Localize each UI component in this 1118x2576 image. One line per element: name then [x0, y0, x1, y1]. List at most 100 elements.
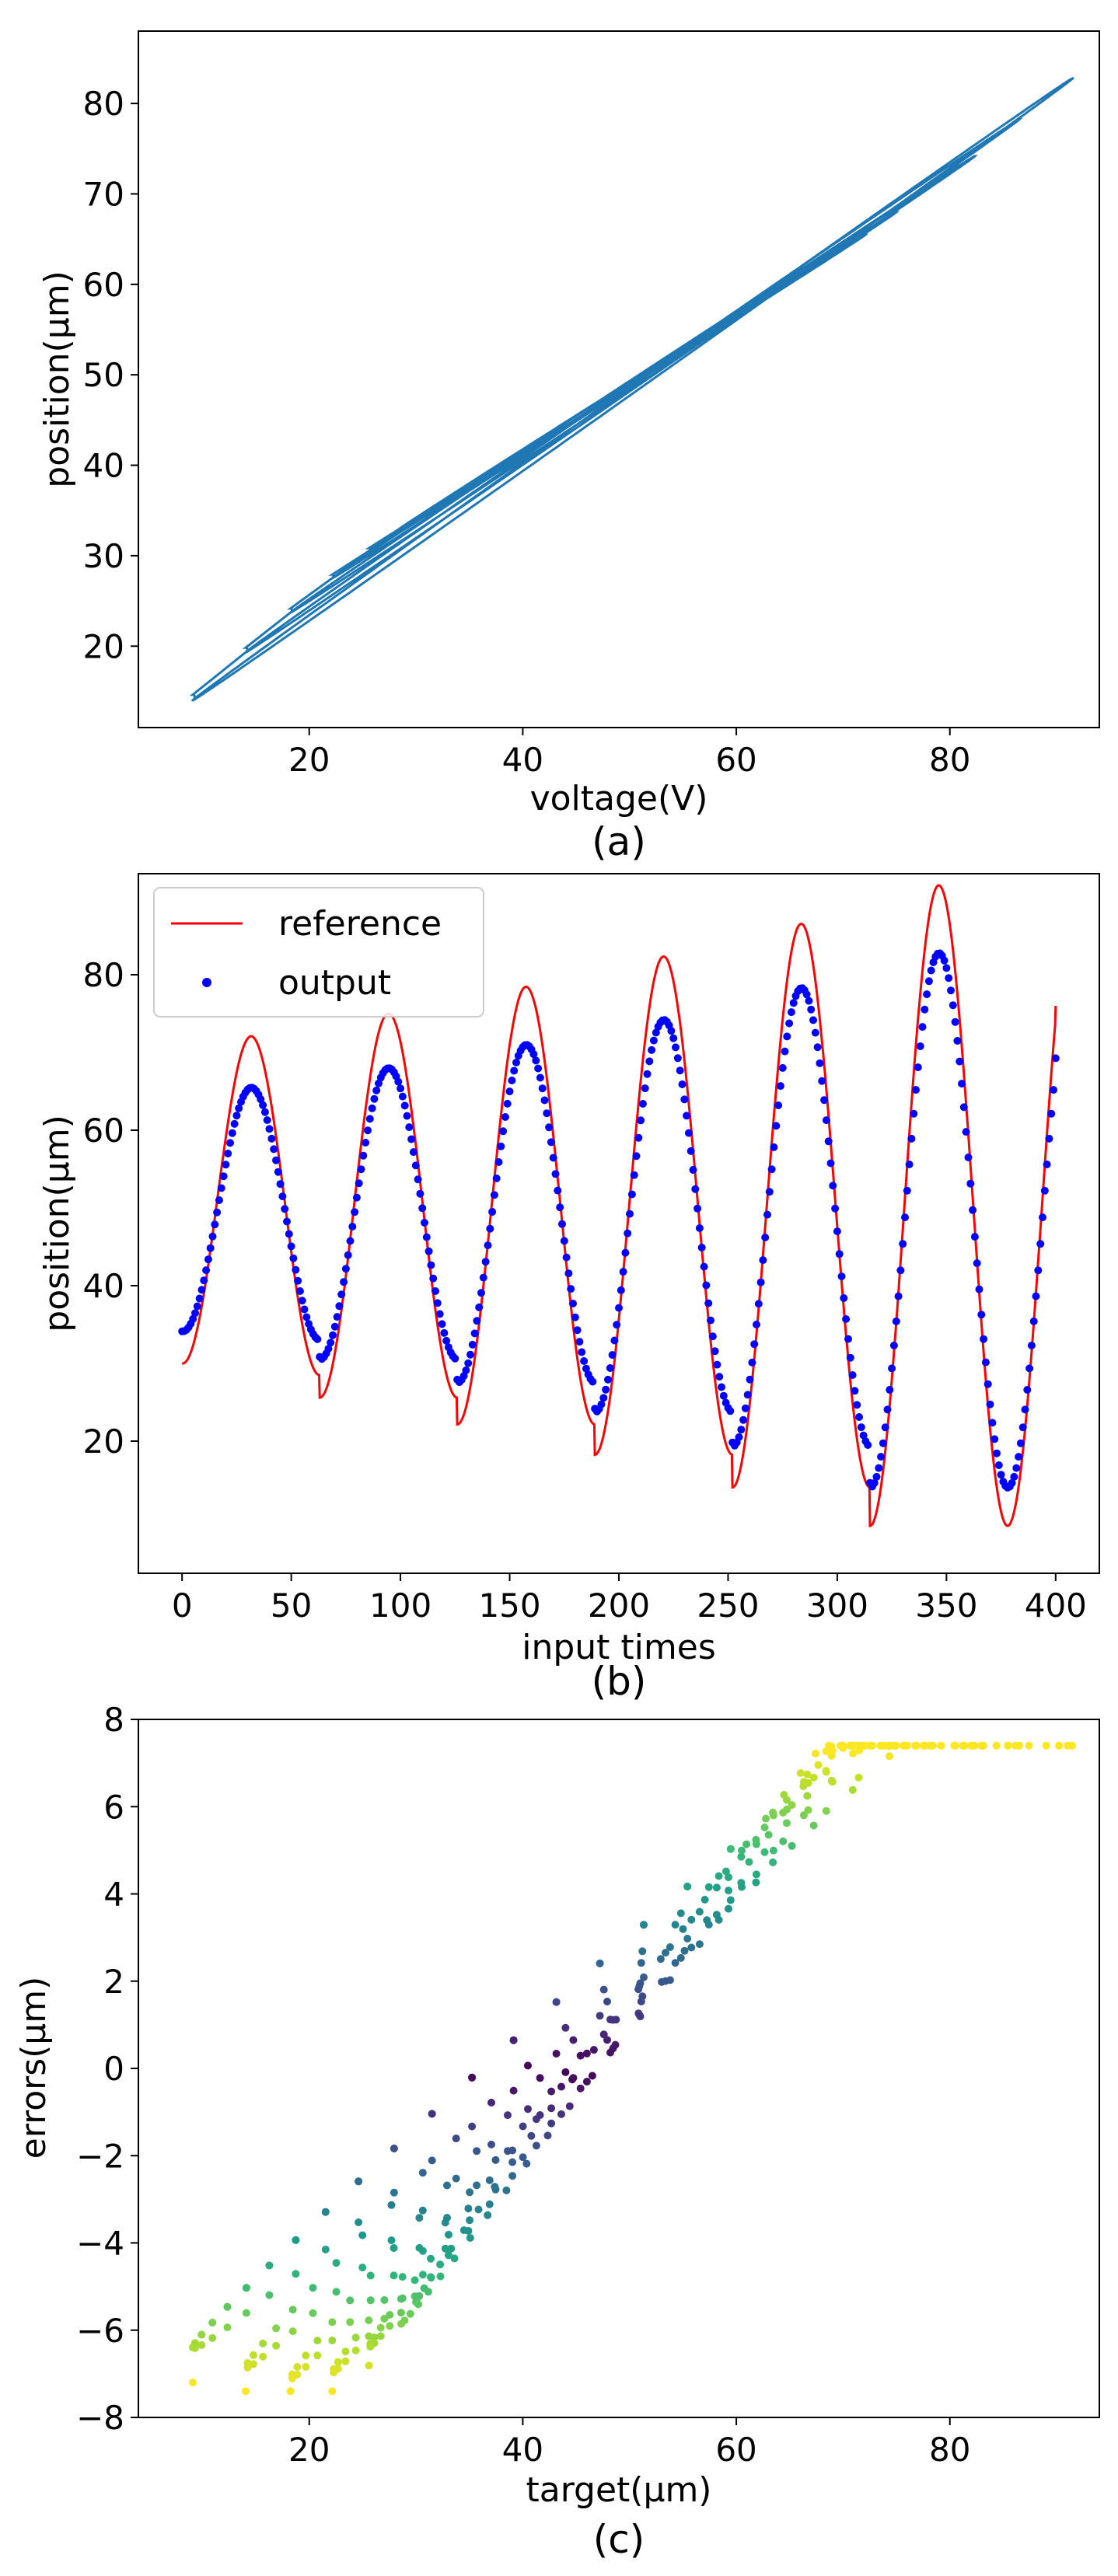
- panel-b-output-point: [501, 1113, 509, 1121]
- panel-b-output-point: [702, 1281, 711, 1290]
- panel-c-error-point: [638, 1992, 647, 2001]
- panel-b-output-point: [281, 1205, 289, 1213]
- panel-c-error-point: [380, 2296, 389, 2304]
- panel-c-error-point: [466, 2234, 474, 2242]
- panel-c-error-point: [886, 1741, 894, 1750]
- panel-c-error-point: [272, 2324, 281, 2333]
- panel-c-error-point: [903, 1741, 911, 1750]
- panel-b-output-point: [211, 1220, 219, 1229]
- panel-c-error-point: [561, 2023, 570, 2032]
- panel-c-error-point: [854, 1773, 863, 1782]
- panel-b-output-point: [442, 1336, 451, 1345]
- panel-c-error-point: [782, 1796, 791, 1804]
- panel-c-error-point: [242, 2284, 250, 2292]
- panel-a-ticks: 20 40 60 80 20 30 40 50 60 70 80: [83, 85, 971, 779]
- panel-c-error-point: [912, 1741, 921, 1750]
- panel-c-y-tick-label: 6: [103, 1788, 124, 1826]
- panel-b-output-point: [213, 1208, 222, 1216]
- panel-b-output-point: [667, 1027, 676, 1035]
- panel-b-output-point: [602, 1385, 610, 1394]
- panel-c-error-point: [265, 2291, 274, 2299]
- panel-c-error-point: [365, 2361, 373, 2370]
- panel-c-error-point: [293, 2363, 302, 2371]
- panel-c-error-point: [552, 1998, 561, 2006]
- panel-b-output-point: [532, 1056, 540, 1065]
- panel-b-legend: reference output: [153, 887, 484, 1017]
- panel-c-error-point: [502, 2186, 511, 2194]
- panel-c-error-point: [1025, 1741, 1033, 1750]
- panel-b-output-point: [558, 1220, 566, 1228]
- panel-b-output-point: [287, 1242, 295, 1251]
- panel-b-output-point: [230, 1119, 239, 1128]
- panel-a-y-tick-label: 30: [83, 537, 124, 575]
- panel-b-output-point: [468, 1340, 477, 1349]
- panel-c-error-point: [524, 2105, 532, 2114]
- panel-b-output-point: [883, 1405, 892, 1414]
- panel-c-error-point: [565, 2102, 574, 2110]
- panel-b-output-point: [776, 1082, 784, 1091]
- panel-b-output-point: [789, 999, 798, 1007]
- panel-c-error-point: [636, 1979, 645, 1988]
- panel-b-output-point: [772, 1122, 781, 1130]
- panel-b-output-point: [610, 1336, 619, 1345]
- panel-b-output-point: [765, 1188, 774, 1196]
- panel-b-output-point: [746, 1375, 754, 1384]
- panel-b-output-point: [872, 1472, 881, 1481]
- panel-c-error-point: [725, 1887, 732, 1895]
- panel-b-output-point: [956, 1057, 964, 1066]
- panel-c-error-point: [189, 2379, 197, 2387]
- panel-c-error-point: [760, 1824, 769, 1831]
- panel-b-output-point: [643, 1070, 652, 1078]
- panel-b-output-point: [892, 1317, 900, 1325]
- legend-output-point-swatch: [202, 978, 211, 987]
- panel-b-output-point: [285, 1230, 293, 1238]
- panel-c-error-point: [415, 2214, 424, 2222]
- panel-b-output-point: [964, 1154, 973, 1161]
- panel-c-error-point: [738, 1883, 746, 1891]
- panel-c-error-point: [366, 2271, 375, 2280]
- panel-b-output-point: [997, 1471, 1005, 1479]
- panel-b-output-point: [711, 1347, 719, 1356]
- panel-b-output-point: [680, 1095, 689, 1104]
- panel-b-output-point: [189, 1314, 197, 1323]
- panel-c-error-point: [809, 1773, 818, 1782]
- panel-b-output-point: [924, 977, 933, 986]
- panel-c-error-point: [788, 1841, 796, 1850]
- panel-c-error-point: [687, 1915, 696, 1924]
- panel-b-output-point: [278, 1192, 287, 1201]
- panel-c-error-point: [390, 2244, 398, 2252]
- panel-c-error-point: [666, 1943, 674, 1951]
- panel-b-y-tick-label: 40: [83, 1267, 124, 1305]
- panel-b-output-point: [630, 1171, 638, 1179]
- panel-c-error-point: [752, 1835, 760, 1844]
- panel-c-error-point: [427, 2254, 435, 2263]
- panel-b-output-point: [1050, 1086, 1057, 1094]
- panel-b-output-point: [479, 1273, 487, 1282]
- panel-b-time-series-plot: 0 50 100 150 200 250 300 350 400 20 40 60 80 input t…: [37, 873, 1100, 1704]
- panel-b-output-point: [877, 1453, 886, 1461]
- panel-c-error-point: [376, 2323, 385, 2332]
- panel-c-error-point: [259, 2339, 267, 2347]
- panel-b-output-point: [481, 1258, 490, 1266]
- panel-c-error-point: [656, 1955, 665, 1963]
- panel-c-error-point: [450, 2254, 459, 2263]
- panel-c-error-point: [676, 1909, 685, 1918]
- panel-c-error-point: [979, 1741, 987, 1750]
- panel-b-output-point: [407, 1135, 416, 1143]
- panel-b-output-point: [767, 1165, 776, 1174]
- panel-b-output-point: [477, 1289, 485, 1297]
- panel-b-output-point: [875, 1464, 883, 1472]
- panel-c-error-point: [822, 1768, 830, 1776]
- panel-b-output-point: [494, 1158, 503, 1166]
- panel-b-output-point: [1039, 1213, 1046, 1222]
- panel-c-error-point: [680, 1946, 689, 1955]
- panel-b-output-point: [700, 1262, 708, 1271]
- panel-b-output-point: [492, 1175, 501, 1182]
- panel-c-error-point: [334, 2358, 342, 2366]
- panel-b-output-point: [923, 990, 931, 999]
- panel-c-error-point: [596, 2012, 604, 2020]
- panel-c-error-point: [443, 2181, 451, 2190]
- panel-c-error-point: [726, 1896, 735, 1904]
- panel-b-output-point: [833, 1227, 841, 1236]
- panel-c-error-point: [804, 1806, 812, 1814]
